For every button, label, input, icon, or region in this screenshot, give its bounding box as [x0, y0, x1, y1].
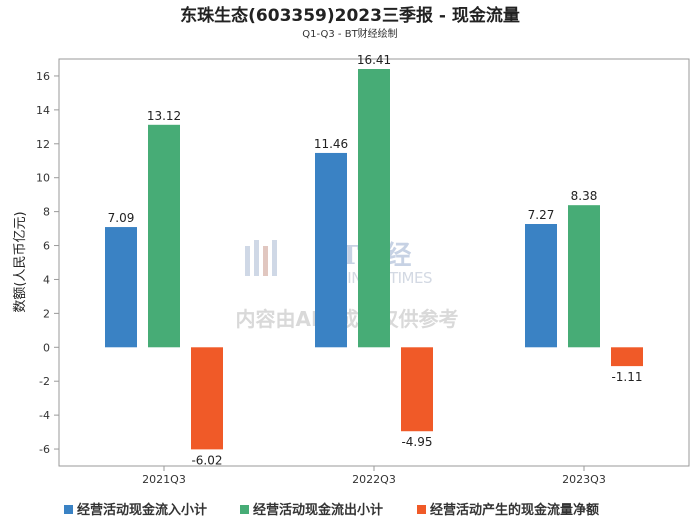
bar-s1-c2: [568, 205, 600, 348]
y-tick-label-0: -6: [39, 443, 50, 456]
data-label-s0-c2: 7.27: [528, 208, 555, 222]
data-label-s0-c0: 7.09: [108, 211, 135, 225]
y-tick-label-1: -4: [39, 409, 50, 422]
bar-s0-c1: [315, 152, 347, 348]
data-labels: 7.09 11.46 7.27 13.12 16.41 8.38 -6.02 -4.95 -1.…: [108, 53, 643, 467]
chart-title: 东珠生态(603359)2023三季报 - 现金流量: [180, 5, 520, 26]
x-tick-label-1: 2022Q3: [352, 473, 396, 486]
y-tick-label-11: 16: [36, 70, 50, 83]
watermark-logo-icon: [245, 240, 277, 276]
bar-s2-c1: [401, 347, 433, 432]
y-tick-label-9: 12: [36, 138, 50, 151]
y-tick-label-4: 2: [43, 307, 50, 320]
data-label-s1-c1: 16.41: [357, 53, 391, 67]
bar-s0-c2: [525, 224, 557, 348]
bars: [105, 69, 643, 450]
axes: -6 -4 -2 0 2 4 6 8 10 12 14 16 2021Q3 2022Q3 2023Q3: [36, 58, 690, 486]
data-label-s0-c1: 11.46: [314, 137, 348, 151]
legend: 经营活动现金流入小计 经营活动现金流出小计 经营活动产生的现金流量净额: [64, 502, 599, 518]
bar-s1-c0: [148, 124, 180, 348]
legend-swatch-0: [64, 505, 73, 514]
legend-label-1: 经营活动现金流出小计: [253, 502, 383, 518]
y-tick-label-5: 4: [43, 273, 50, 286]
y-tick-label-2: -2: [39, 375, 50, 388]
legend-swatch-1: [240, 505, 249, 514]
y-tick-label-10: 14: [36, 104, 50, 117]
x-tick-label-0: 2021Q3: [142, 473, 186, 486]
chart-subtitle: Q1-Q3 - BT财经绘制: [302, 27, 397, 40]
data-label-s1-c0: 13.12: [147, 109, 181, 123]
bar-s2-c2: [611, 347, 643, 367]
legend-swatch-2: [417, 505, 426, 514]
y-tick-label-8: 10: [36, 172, 50, 185]
y-tick-label-6: 6: [43, 240, 50, 253]
data-label-s2-c0: -6.02: [191, 453, 222, 467]
data-label-s1-c2: 8.38: [571, 189, 598, 203]
x-tick-label-2: 2023Q3: [562, 473, 606, 486]
legend-label-0: 经营活动现金流入小计: [77, 502, 207, 518]
data-label-s2-c2: -1.11: [611, 370, 642, 384]
y-tick-label-3: 0: [43, 341, 50, 354]
bar-s1-c1: [358, 69, 390, 348]
legend-label-2: 经营活动产生的现金流量净额: [430, 502, 599, 518]
y-tick-label-7: 8: [43, 206, 50, 219]
y-axis-label: 数额(人民币亿元): [13, 211, 28, 312]
bar-s0-c0: [105, 227, 137, 348]
data-label-s2-c1: -4.95: [401, 435, 432, 449]
bar-s2-c0: [191, 347, 223, 450]
